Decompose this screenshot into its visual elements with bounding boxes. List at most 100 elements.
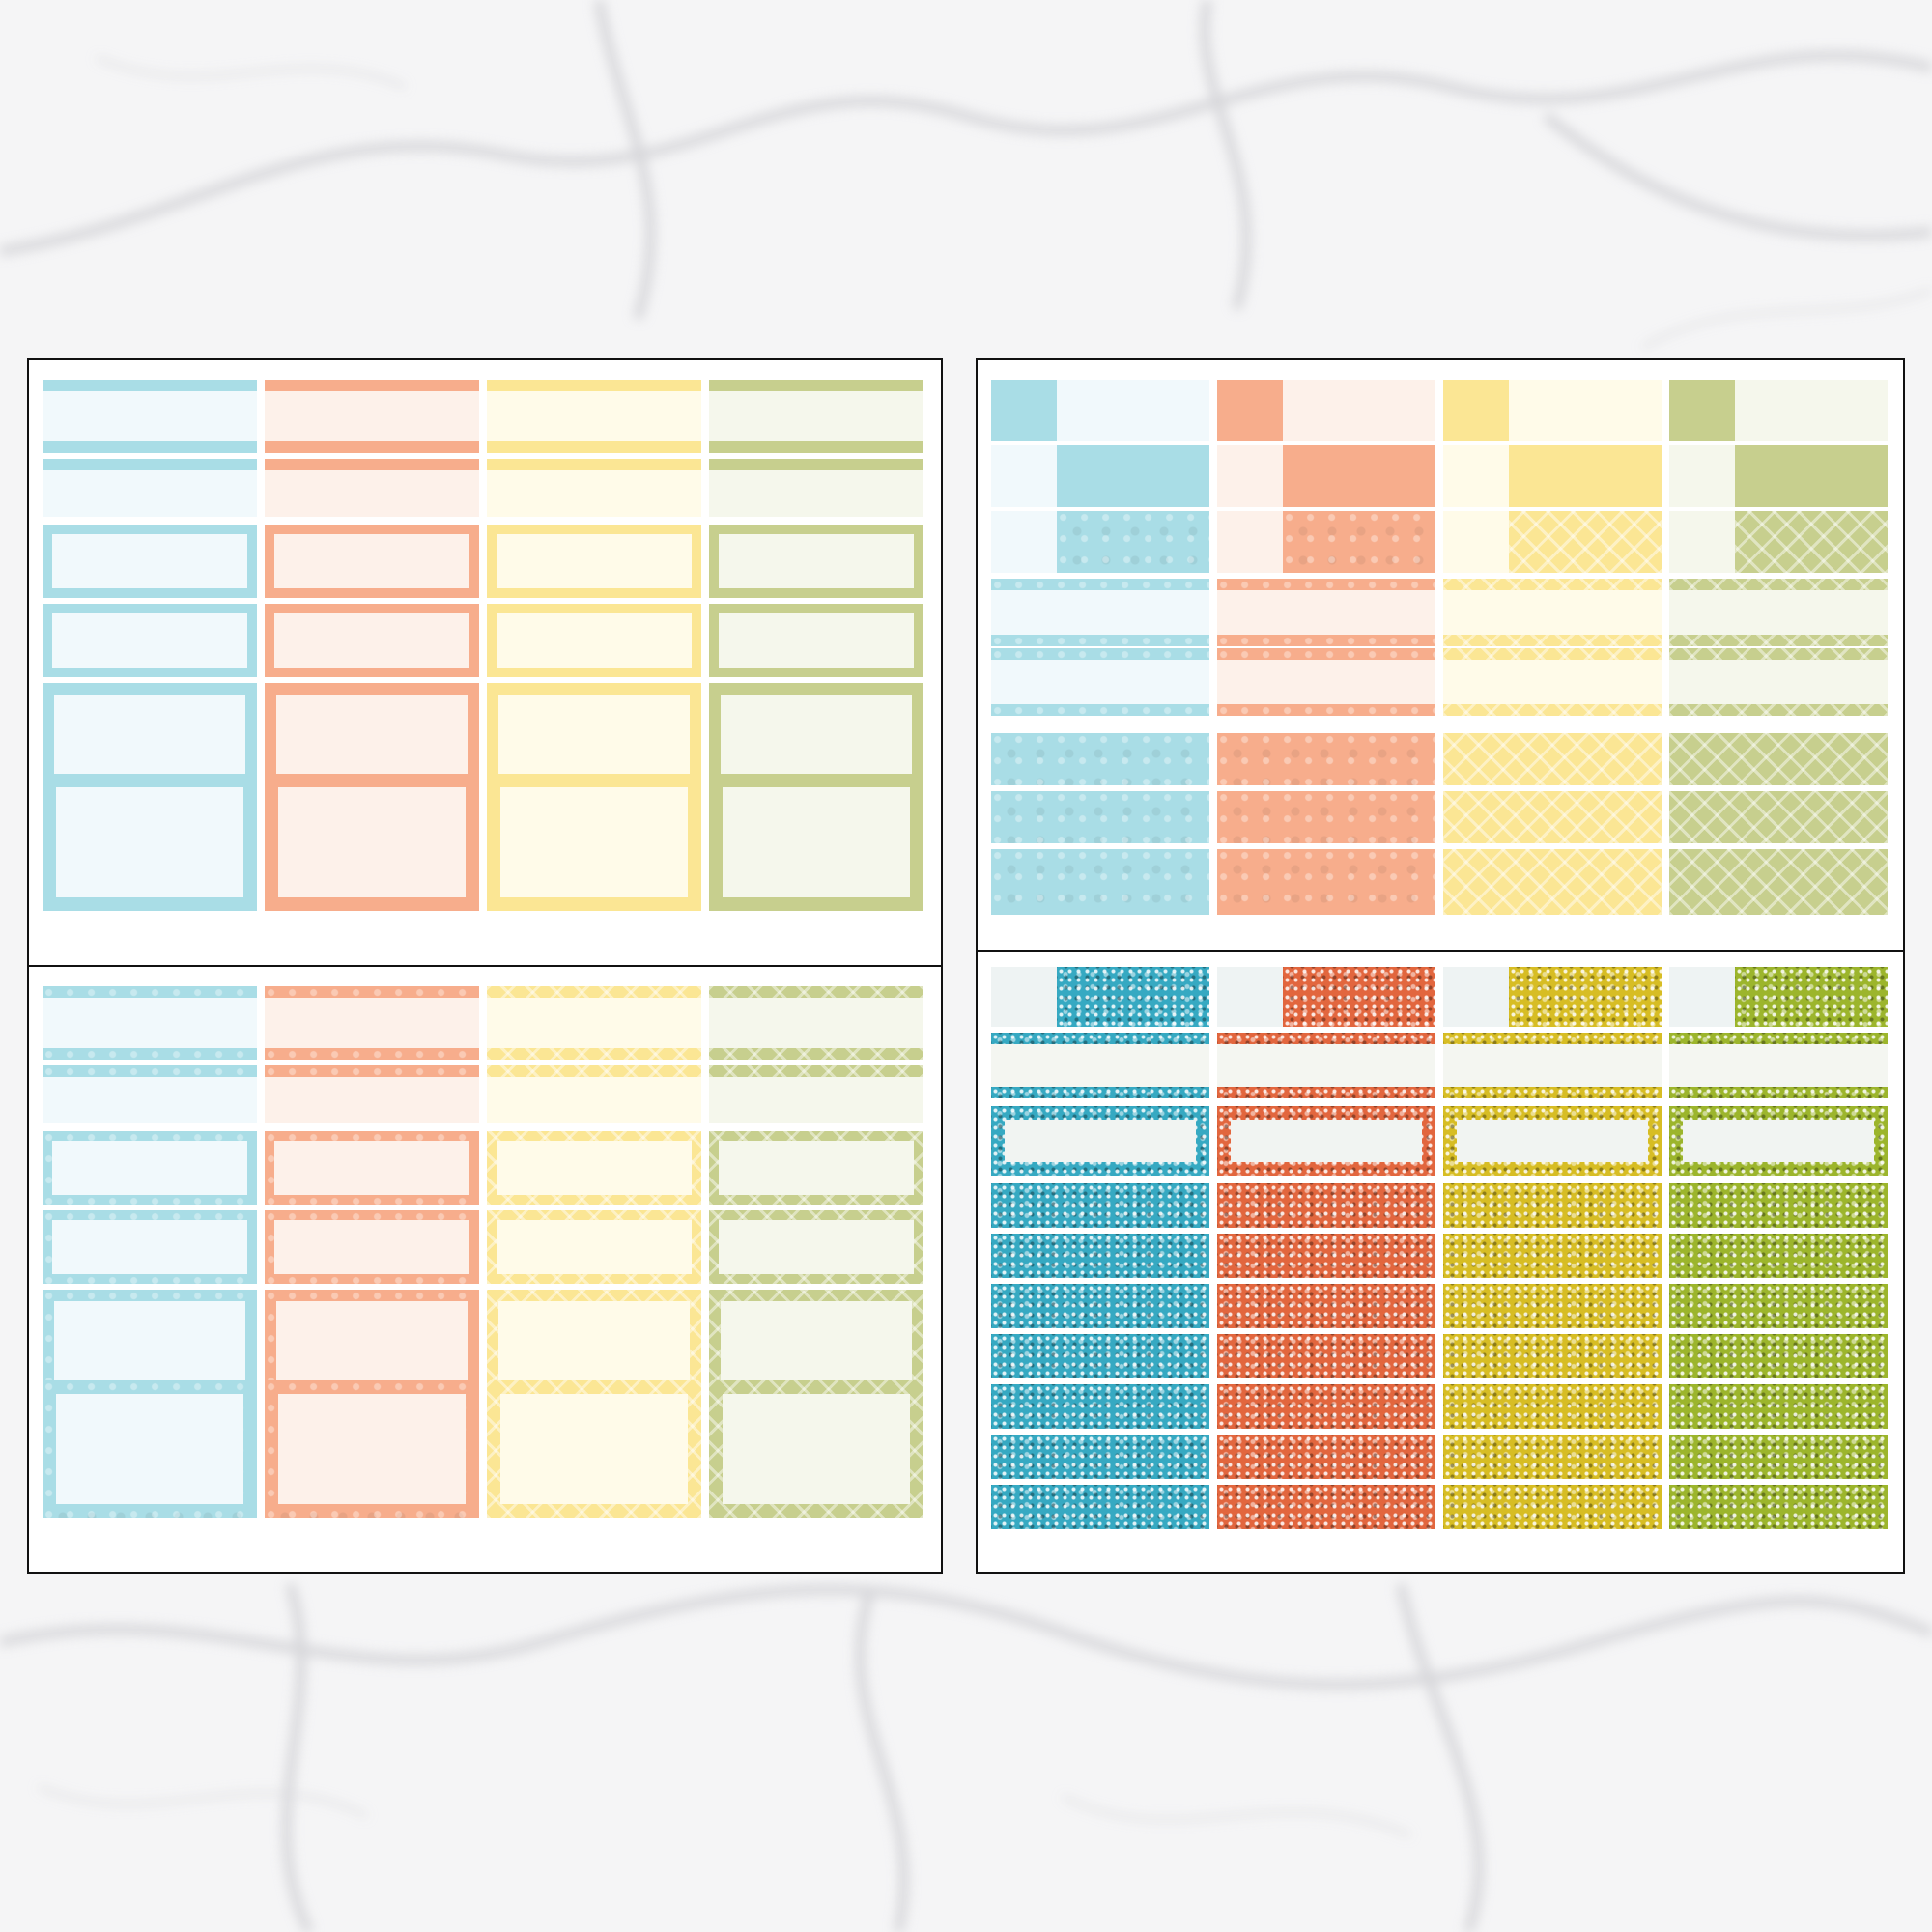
header-sticker-band — [1443, 704, 1662, 716]
block-sticker — [1669, 445, 1735, 507]
sheet-divider — [29, 965, 941, 967]
glitter-strip — [991, 1234, 1209, 1278]
sticker-sheet-solid — [27, 358, 943, 1574]
sticker-column-blue — [991, 360, 1209, 952]
header-sticker-body — [1669, 590, 1888, 635]
glitter-band — [1669, 1033, 1888, 1044]
block-sticker-pattern — [1735, 511, 1888, 573]
patterned-box-stickers — [29, 967, 941, 1572]
header-sticker-band — [265, 459, 479, 470]
box-sticker — [265, 1131, 479, 1205]
block-sticker — [1217, 511, 1283, 573]
block-sticker-pattern — [1057, 511, 1209, 573]
block-sticker — [1735, 380, 1888, 441]
glitter-box-writing-area — [1231, 1120, 1422, 1162]
box-sticker-writing-area — [719, 1220, 914, 1274]
glitter-strip — [1669, 1485, 1888, 1529]
pattern-sticker — [991, 733, 1209, 785]
header-sticker-band — [43, 1065, 257, 1077]
glitter-strip — [1443, 1485, 1662, 1529]
block-sticker-pattern — [1283, 511, 1435, 573]
pattern-sticker — [991, 849, 1209, 915]
header-sticker-body — [43, 470, 257, 517]
box-sticker-writing-area — [274, 534, 469, 588]
glitter-header-body — [1669, 1044, 1888, 1087]
glitter-stickers — [978, 952, 1903, 1572]
box-sticker-writing-area — [274, 1141, 469, 1195]
block-sticker — [1443, 511, 1509, 573]
block-sticker — [991, 511, 1057, 573]
header-sticker-band — [991, 704, 1209, 716]
block-sticker-pattern — [1509, 511, 1662, 573]
header-sticker-band — [1217, 648, 1435, 660]
glitter-strip — [991, 1435, 1209, 1479]
block-sticker — [1443, 445, 1509, 507]
block-sticker — [991, 380, 1057, 441]
header-sticker-body — [991, 660, 1209, 704]
header-sticker-body — [43, 1077, 257, 1123]
box-sticker-writing-area — [52, 1220, 247, 1274]
glitter-block-light — [991, 967, 1057, 1027]
block-sticker — [1217, 380, 1283, 441]
header-sticker-body — [265, 998, 479, 1048]
header-sticker — [709, 986, 923, 998]
header-sticker-band — [1217, 704, 1435, 716]
pattern-sticker — [991, 791, 1209, 843]
glitter-strip — [1669, 1435, 1888, 1479]
box-sticker-writing-area — [721, 1301, 912, 1384]
glitter-band — [991, 1033, 1209, 1044]
header-sticker-band — [43, 1048, 257, 1060]
glitter-box-sticker — [1217, 1106, 1435, 1176]
header-sticker-body — [487, 391, 701, 441]
sticker-column-green — [709, 967, 923, 1572]
box-sticker — [487, 604, 701, 677]
box-sticker — [43, 774, 257, 911]
box-sticker-writing-area — [52, 534, 247, 588]
box-sticker-writing-area — [723, 787, 910, 897]
header-sticker-band — [991, 635, 1209, 646]
block-stickers — [978, 360, 1903, 952]
sticker-column-green — [1669, 952, 1888, 1572]
box-sticker — [487, 1210, 701, 1284]
sticker-column-blue — [991, 952, 1209, 1572]
box-sticker — [43, 1210, 257, 1284]
header-sticker-body — [709, 470, 923, 517]
box-sticker — [265, 1210, 479, 1284]
box-sticker-writing-area — [497, 613, 692, 668]
box-sticker — [43, 683, 257, 789]
glitter-strip — [1217, 1183, 1435, 1228]
sticker-column-coral — [1217, 360, 1435, 952]
solid-box-stickers — [29, 360, 941, 967]
header-sticker-band — [991, 579, 1209, 590]
block-sticker — [1443, 380, 1509, 441]
glitter-strip — [1217, 1435, 1435, 1479]
header-sticker-body — [487, 998, 701, 1048]
box-sticker-writing-area — [719, 1141, 914, 1195]
glitter-strip — [1443, 1384, 1662, 1429]
header-sticker-band — [709, 1065, 923, 1077]
header-sticker-body — [991, 590, 1209, 635]
glitter-box-writing-area — [1683, 1120, 1874, 1162]
box-sticker — [709, 604, 923, 677]
pattern-sticker — [1217, 849, 1435, 915]
header-sticker-band — [1217, 579, 1435, 590]
block-sticker — [1217, 445, 1283, 507]
box-sticker-writing-area — [52, 613, 247, 668]
box-sticker — [487, 683, 701, 789]
glitter-box-sticker — [991, 1106, 1209, 1176]
header-sticker-body — [43, 998, 257, 1048]
sticker-column-coral — [265, 360, 479, 967]
header-sticker-band — [487, 1065, 701, 1077]
box-sticker — [709, 774, 923, 911]
glitter-strip — [1217, 1485, 1435, 1529]
header-sticker-body — [1217, 660, 1435, 704]
glitter-block-light — [1443, 967, 1509, 1027]
header-sticker-band — [43, 459, 257, 470]
box-sticker — [709, 1290, 923, 1396]
box-sticker — [265, 604, 479, 677]
box-sticker-writing-area — [52, 1141, 247, 1195]
header-sticker-band — [487, 1048, 701, 1060]
glitter-strip — [1669, 1183, 1888, 1228]
pattern-sticker — [1443, 791, 1662, 843]
block-sticker — [1509, 445, 1662, 507]
